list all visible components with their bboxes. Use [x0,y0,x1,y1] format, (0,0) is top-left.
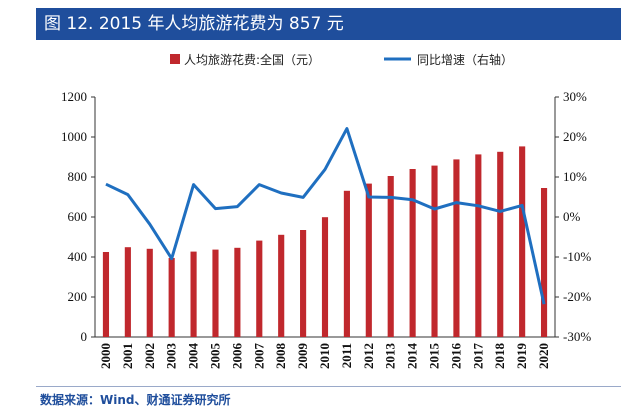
bar [168,258,175,337]
left-tick-label: 0 [81,329,88,344]
x-tick-label: 2006 [229,343,244,370]
x-tick-label: 2008 [273,343,288,370]
figure-title-bar: 图 12. 2015 年人均旅游花费为 857 元 [36,8,621,40]
bar [343,190,350,337]
x-tick-label: 2020 [536,343,551,369]
legend: 人均旅游花费:全国（元） 同比增速（右轴） [170,52,513,67]
bar [387,176,394,337]
legend-bar-label: 人均旅游花费:全国（元） [184,52,320,67]
x-tick-label: 2002 [142,343,157,369]
left-tick-label: 1200 [61,89,87,104]
bar [300,230,307,337]
right-tick-label: 0% [563,209,581,224]
x-tick-label: 2003 [164,343,179,370]
right-tick-label: 30% [563,89,587,104]
x-tick-label: 2018 [492,343,507,370]
left-tick-label: 800 [68,169,88,184]
x-tick-label: 2004 [186,343,201,370]
bar [475,154,482,337]
left-tick-label: 600 [68,209,88,224]
bar [278,234,285,337]
bar [234,247,241,337]
x-tick-label: 2019 [514,343,529,370]
legend-bar-swatch [170,54,180,64]
left-tick-label: 200 [68,289,88,304]
bar [256,240,263,337]
bar [124,247,131,337]
bar [212,249,219,337]
chart: 人均旅游花费:全国（元） 同比增速（右轴） 0 200 400 600 800 1000 1… [61,52,591,369]
right-tick-label: -20% [563,289,591,304]
x-tick-label: 2009 [295,343,310,370]
plot-area: 0 200 400 600 800 1000 1200 -30% -20% -10% 0% 10% 20… [61,89,591,369]
bar [365,183,372,337]
bar [102,252,110,337]
x-tick-label: 2017 [470,343,485,370]
x-tick-label: 2005 [207,343,222,370]
bar [321,217,329,337]
legend-line-label: 同比增速（右轴） [417,52,513,67]
x-tick-label: 2007 [251,343,266,370]
bar [540,188,548,337]
right-tick-label: -10% [563,249,591,264]
left-tick-label: 400 [68,249,88,264]
x-tick-label: 2014 [405,343,420,370]
right-tick-label: 20% [563,129,587,144]
x-tick-label: 2012 [361,343,376,369]
right-tick-label: 10% [563,169,587,184]
bar [453,159,460,337]
x-tick-label: 2011 [339,343,354,368]
divider [36,386,621,387]
figure-title: 图 12. 2015 年人均旅游花费为 857 元 [44,14,344,34]
bar [146,248,153,337]
bar [431,165,438,337]
x-tick-label: 2015 [427,343,442,370]
source-note: 数据来源：Wind、财通证券研究所 [40,393,231,407]
x-tick-label: 2000 [98,343,113,369]
x-tick-label: 2010 [317,343,332,369]
right-tick-label: -30% [563,329,591,344]
bar [497,151,504,337]
bar [519,146,526,337]
x-tick-label: 2001 [120,343,135,369]
bar [409,169,416,337]
left-tick-label: 1000 [61,129,87,144]
x-tick-label: 2016 [448,343,463,370]
bar [190,251,197,337]
x-tick-label: 2013 [383,343,398,370]
